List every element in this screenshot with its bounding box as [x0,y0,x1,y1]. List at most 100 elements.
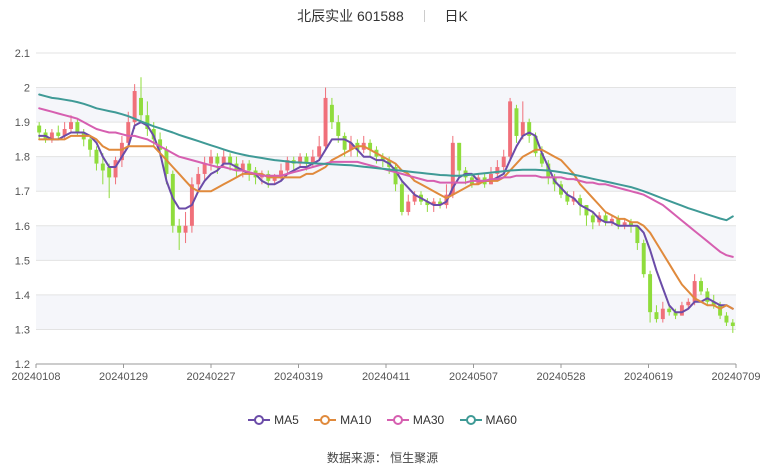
y-tick-label: 1.9 [15,117,30,129]
x-tick-label: 20240129 [99,371,148,383]
ma-line-ma5 [38,121,734,314]
chart-title: 北辰实业 601588 日K [0,6,765,26]
x-tick-label: 20240709 [712,371,761,383]
candle-body [616,218,621,226]
candle-body [635,225,640,244]
candle-body [310,156,315,164]
candle-body [705,291,710,302]
y-tick-label: 2.1 [15,48,30,60]
legend-label: MA5 [274,413,299,427]
y-tick-label: 1.3 [15,324,30,336]
candle-body [412,194,417,202]
candle-body [609,218,614,223]
candle-body [584,205,589,216]
candle-body [279,170,283,178]
ma-line-ma60 [38,93,734,222]
candle-body [132,91,137,123]
candle-body [508,101,513,157]
legend-line-icon [314,415,337,425]
x-tick-label: 20240319 [274,371,323,383]
candle-body [37,125,42,133]
legend-item-ma5[interactable]: MA5 [248,413,299,427]
candle-body [336,122,341,136]
candle-body [527,122,532,136]
legend: MA5 MA10 MA30 MA60 [0,413,765,427]
candle-body [247,163,252,171]
legend-label: MA10 [340,413,372,427]
candle-body [158,139,163,150]
candle-body [699,281,703,292]
candle-body [629,222,633,226]
candle-body [431,201,436,206]
candle-body [654,312,659,320]
candle-body [641,243,646,275]
candle-body [298,156,303,164]
candle-body [571,198,576,202]
candle-body [450,142,455,195]
stock-name: 北辰实业 [297,8,354,24]
candle-body [533,135,538,154]
candle-body [272,177,277,181]
source-value: 恒生聚源 [390,451,439,465]
candle-body [692,281,697,302]
candle-body [660,308,665,320]
candle-body [425,201,430,206]
candle-body [164,149,169,174]
candle-body [393,167,398,185]
candle-body [590,215,595,223]
candle-body [349,142,353,150]
candle-body [501,156,506,168]
candle-body [177,225,182,233]
legend-line-icon [386,415,409,425]
legend-label: MA30 [412,413,445,427]
candle-body [107,167,112,178]
candle-body [126,122,131,143]
candle-body [380,156,385,161]
candle-body [94,149,99,164]
x-tick-label: 20240528 [537,371,586,383]
candle-body [215,156,220,164]
candle-body [240,163,245,171]
candle-body [679,305,684,316]
candle-body [730,322,735,326]
y-tick-label: 1.2 [15,359,30,371]
candle-body [711,301,716,306]
candle-body [62,129,67,136]
candle-body [49,132,54,140]
candle-body [221,156,226,164]
legend-item-ma60[interactable]: MA60 [459,413,517,427]
candle-body [667,308,672,313]
legend-item-ma30[interactable]: MA30 [386,413,445,427]
candle-body [329,104,334,123]
candle-body [202,163,207,174]
candle-body [139,97,143,116]
axis-layer: 1.2 1.3 1.4 1.5 1.6 1.7 1.8 1.9 2 2.1 20240108 2024… [12,48,761,383]
candle-body [438,201,443,206]
candle-body [673,312,678,316]
candle-body [539,153,544,164]
x-tick-label: 20240507 [449,371,498,383]
x-tick-label: 20240227 [187,371,236,383]
candle-body [368,142,373,150]
y-tick-label: 2 [24,83,30,95]
candle-body [113,160,118,178]
data-source: 数据来源： 恒生聚源 [0,449,765,466]
candle-body [183,225,188,233]
legend-label: MA60 [485,413,517,427]
legend-line-icon [248,415,271,425]
candle-body [622,222,627,226]
legend-item-ma10[interactable]: MA10 [314,413,371,427]
candle-body [119,142,124,161]
title-divider [423,10,425,22]
candle-body [495,167,500,174]
candle-body [406,201,411,212]
candle-body [304,156,309,164]
candle-body [145,115,150,130]
candle-body [342,135,347,150]
candle-body [648,274,653,313]
candle-body [399,184,404,212]
candle-body [686,301,691,306]
candle-body [75,122,80,133]
grid-band [36,225,736,261]
candle-body [69,122,73,130]
